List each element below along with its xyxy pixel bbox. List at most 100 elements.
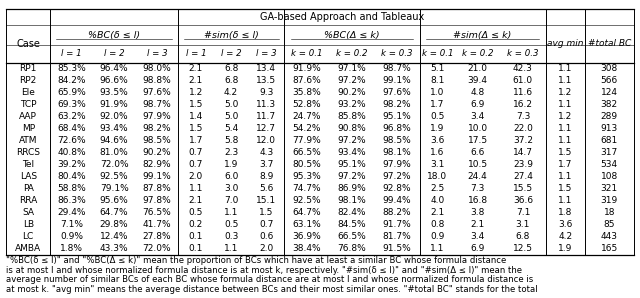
Text: 98.1%: 98.1%	[337, 196, 366, 205]
Text: 13.5: 13.5	[256, 76, 276, 85]
Text: 85.8%: 85.8%	[337, 112, 366, 121]
Text: 42.3: 42.3	[513, 64, 533, 73]
Text: 14.7: 14.7	[513, 148, 533, 157]
Text: avg min: avg min	[547, 39, 584, 49]
Text: 39.4: 39.4	[468, 76, 488, 85]
Text: 0.9: 0.9	[430, 232, 445, 241]
Text: l = 3: l = 3	[147, 49, 167, 58]
Text: 94.6%: 94.6%	[100, 136, 129, 145]
Text: AMBA: AMBA	[15, 244, 41, 253]
Text: 97.9%: 97.9%	[383, 160, 412, 169]
Text: 92.0%: 92.0%	[100, 112, 129, 121]
Text: 97.2%: 97.2%	[383, 172, 412, 181]
Text: %BC(Δ ≤ k): %BC(Δ ≤ k)	[324, 30, 380, 40]
Text: 76.8%: 76.8%	[337, 244, 366, 253]
Text: 1.5: 1.5	[189, 124, 203, 133]
Text: 36.9%: 36.9%	[292, 232, 321, 241]
Text: 1.5: 1.5	[558, 148, 572, 157]
Text: k = 0.3: k = 0.3	[507, 49, 539, 58]
Text: 11.3: 11.3	[256, 100, 276, 109]
Text: 98.5%: 98.5%	[383, 136, 412, 145]
Text: ATM: ATM	[19, 136, 38, 145]
Text: 1.1: 1.1	[558, 64, 572, 73]
Text: 99.1%: 99.1%	[143, 172, 172, 181]
Text: 289: 289	[601, 112, 618, 121]
Text: 95.6%: 95.6%	[100, 196, 129, 205]
Text: 98.2%: 98.2%	[383, 100, 412, 109]
Text: 165: 165	[601, 244, 618, 253]
Text: 93.5%: 93.5%	[100, 88, 129, 97]
Text: 98.1%: 98.1%	[383, 148, 412, 157]
Text: 41.7%: 41.7%	[143, 220, 172, 229]
Text: 97.6%: 97.6%	[383, 88, 412, 97]
Text: l = 3: l = 3	[256, 49, 276, 58]
Text: 96.4%: 96.4%	[100, 64, 129, 73]
Text: #sim(Δ ≤ k): #sim(Δ ≤ k)	[454, 30, 512, 40]
Text: 3.4: 3.4	[470, 232, 484, 241]
Text: 95.1%: 95.1%	[337, 160, 366, 169]
Text: 66.5%: 66.5%	[292, 148, 321, 157]
Text: 308: 308	[601, 64, 618, 73]
Text: 11.6: 11.6	[513, 88, 533, 97]
Text: 124: 124	[601, 88, 618, 97]
Text: 18.0: 18.0	[428, 172, 447, 181]
Text: 54.2%: 54.2%	[292, 124, 321, 133]
Text: 0.5: 0.5	[189, 208, 203, 217]
Text: 0.3: 0.3	[224, 232, 238, 241]
Text: 3.1: 3.1	[516, 220, 530, 229]
Text: 92.5%: 92.5%	[292, 196, 321, 205]
Text: 12.5: 12.5	[513, 244, 533, 253]
Text: 29.4%: 29.4%	[57, 208, 86, 217]
Text: 90.2%: 90.2%	[143, 148, 172, 157]
Text: 99.4%: 99.4%	[383, 196, 412, 205]
Text: 0.7: 0.7	[189, 148, 203, 157]
Text: 16.8: 16.8	[468, 196, 488, 205]
Text: 2.1: 2.1	[189, 76, 203, 85]
Text: 7.1%: 7.1%	[60, 220, 83, 229]
Text: 84.2%: 84.2%	[57, 76, 86, 85]
Text: 4.2: 4.2	[224, 88, 238, 97]
Text: 69.3%: 69.3%	[57, 100, 86, 109]
Text: 6.0: 6.0	[224, 172, 238, 181]
Text: 87.6%: 87.6%	[292, 76, 321, 85]
Text: 99.1%: 99.1%	[383, 76, 412, 85]
Text: k = 0.1: k = 0.1	[422, 49, 453, 58]
Text: 97.2%: 97.2%	[337, 172, 366, 181]
Text: 8.9: 8.9	[259, 172, 273, 181]
Text: 1.7: 1.7	[189, 136, 203, 145]
Text: 3.7: 3.7	[259, 160, 273, 169]
Text: 38.4%: 38.4%	[292, 244, 321, 253]
Text: 95.3%: 95.3%	[292, 172, 321, 181]
Text: 76.5%: 76.5%	[143, 208, 172, 217]
Text: 27.4: 27.4	[513, 172, 533, 181]
Text: 93.2%: 93.2%	[337, 100, 366, 109]
Text: 98.5%: 98.5%	[143, 136, 172, 145]
Text: 7.0: 7.0	[224, 196, 238, 205]
Text: 913: 913	[601, 124, 618, 133]
Text: 5.8: 5.8	[224, 136, 238, 145]
Text: 0.1: 0.1	[189, 232, 203, 241]
Text: k = 0.3: k = 0.3	[381, 49, 413, 58]
Text: 6.9: 6.9	[470, 100, 485, 109]
Text: l = 1: l = 1	[186, 49, 206, 58]
Text: 1.5: 1.5	[189, 100, 203, 109]
Text: 90.8%: 90.8%	[337, 124, 366, 133]
Text: 97.2%: 97.2%	[337, 136, 366, 145]
Text: 5.0: 5.0	[224, 112, 238, 121]
Text: 2.1: 2.1	[430, 208, 445, 217]
Text: 0.9%: 0.9%	[60, 232, 83, 241]
Text: 0.7: 0.7	[189, 160, 203, 169]
Text: average number of similar BCs of each BC whose formula distance are at most l an: average number of similar BCs of each BC…	[6, 275, 534, 285]
Text: 72.0%: 72.0%	[143, 244, 172, 253]
Text: 90.2%: 90.2%	[337, 88, 366, 97]
Text: 4.8: 4.8	[470, 88, 484, 97]
Text: SA: SA	[22, 208, 34, 217]
Text: 40.8%: 40.8%	[57, 148, 86, 157]
Text: 97.1%: 97.1%	[337, 64, 366, 73]
Text: 1.1: 1.1	[189, 184, 203, 193]
Text: 1.2: 1.2	[189, 88, 203, 97]
Text: 1.0: 1.0	[430, 88, 445, 97]
Text: 85: 85	[604, 220, 615, 229]
Text: 82.9%: 82.9%	[143, 160, 172, 169]
Text: 1.8: 1.8	[558, 208, 572, 217]
